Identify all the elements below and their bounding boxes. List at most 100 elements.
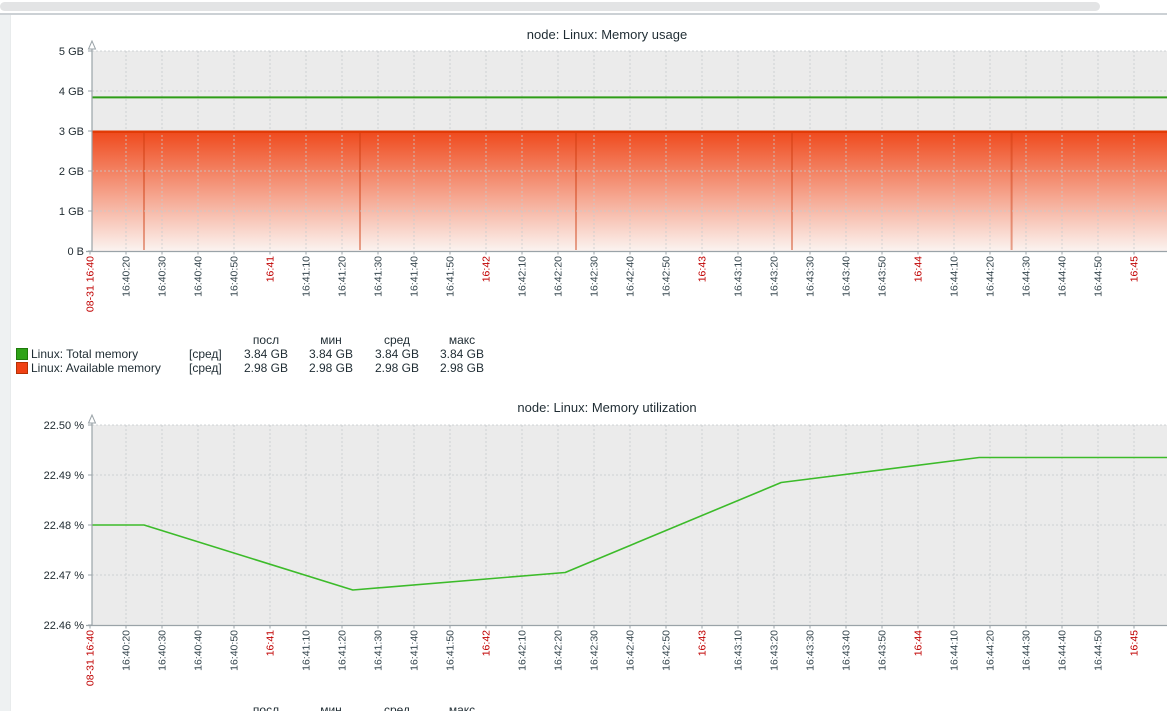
x-tick-label: 16:41:20 xyxy=(337,630,349,671)
series-name: Linux: Available memory xyxy=(31,361,161,375)
series-name: Linux: Total memory xyxy=(31,347,139,361)
x-tick-label: 16:43:50 xyxy=(877,256,889,297)
y-tick-label: 22.49 % xyxy=(44,470,85,482)
x-tick-label: 16:44:40 xyxy=(1057,256,1069,297)
series-min: 3.84 GB xyxy=(308,347,354,361)
x-tick-label: 16:42:40 xyxy=(625,630,637,671)
x-tick-label: 16:40:40 xyxy=(193,630,205,671)
x-tick-label: 16:45 xyxy=(1129,630,1141,656)
x-tick-label: 16:43:10 xyxy=(733,630,745,671)
x-tick-label: 16:41:30 xyxy=(373,630,385,671)
series-max: 3.84 GB xyxy=(439,347,485,361)
x-tick-label: 16:44 xyxy=(913,256,925,282)
x-tick-label: 16:41 xyxy=(265,256,277,282)
x-tick-label: 16:43:30 xyxy=(805,256,817,297)
x-tick-label: 16:43:20 xyxy=(769,256,781,297)
x-tick-label: 16:43:30 xyxy=(805,630,817,671)
legend-header-row: посл мин сред макс xyxy=(0,703,580,711)
x-tick-label: 16:45 xyxy=(1129,256,1141,282)
y-tick-label: 0 B xyxy=(67,246,84,258)
x-tick-label: 16:43 xyxy=(697,630,709,656)
x-tick-label: 16:40:50 xyxy=(229,256,241,297)
x-tick-label: 16:44:40 xyxy=(1057,630,1069,671)
x-tick-label: 16:42:30 xyxy=(589,256,601,297)
y-tick-label: 5 GB xyxy=(59,46,84,58)
x-tick-label: 16:42:50 xyxy=(661,630,673,671)
y-tick-label: 22.48 % xyxy=(44,520,85,532)
x-tick-label: 16:43:50 xyxy=(877,630,889,671)
header-divider xyxy=(0,13,1167,15)
x-tick-label: 08-31 16:40 xyxy=(85,630,97,686)
x-tick-label: 08-31 16:40 xyxy=(85,256,97,312)
x-tick-label: 16:44:20 xyxy=(985,630,997,671)
x-tick-label: 16:44:20 xyxy=(985,256,997,297)
legend-header-max: макс xyxy=(448,333,476,347)
x-tick-label: 16:43:40 xyxy=(841,630,853,671)
x-tick-label: 16:42:10 xyxy=(517,256,529,297)
memory-usage-chart-title: node: Linux: Memory usage xyxy=(526,27,688,42)
x-tick-label: 16:40:30 xyxy=(157,630,169,671)
y-tick-label: 4 GB xyxy=(59,86,84,98)
x-tick-label: 16:40:40 xyxy=(193,256,205,297)
x-tick-label: 16:41:10 xyxy=(301,630,313,671)
x-tick-label: 16:42:20 xyxy=(553,256,565,297)
x-tick-label: 16:44:10 xyxy=(949,256,961,297)
legend-header-min: мин xyxy=(320,333,342,347)
available-memory-swatch-icon xyxy=(16,362,28,374)
memory-utilization-chart-title: node: Linux: Memory utilization xyxy=(517,400,697,415)
x-tick-label: 16:43 xyxy=(697,256,709,282)
horizontal-scrollbar-thumb[interactable] xyxy=(0,2,1100,11)
x-tick-label: 16:40:20 xyxy=(121,630,133,671)
series-last: 2.98 GB xyxy=(243,361,289,375)
x-tick-label: 16:44:50 xyxy=(1093,630,1105,671)
y-tick-label: 1 GB xyxy=(59,206,84,218)
legend-header-avg: сред xyxy=(383,333,411,347)
x-tick-label: 16:43:10 xyxy=(733,256,745,297)
x-tick-label: 16:41:10 xyxy=(301,256,313,297)
y-tick-label: 3 GB xyxy=(59,126,84,138)
x-tick-label: 16:42:20 xyxy=(553,630,565,671)
legend-header-min: мин xyxy=(320,703,342,711)
y-tick-label: 2 GB xyxy=(59,166,84,178)
x-tick-label: 16:42:50 xyxy=(661,256,673,297)
legend-header-avg: сред xyxy=(383,703,411,711)
legend-row-total-memory: Linux: Total memory [сред] 3.84 GB 3.84 … xyxy=(0,347,580,361)
series-min: 2.98 GB xyxy=(308,361,354,375)
x-tick-label: 16:41:50 xyxy=(445,256,457,297)
x-tick-label: 16:44:30 xyxy=(1021,256,1033,297)
x-tick-label: 16:40:50 xyxy=(229,630,241,671)
legend-row-available-memory: Linux: Available memory [сред] 2.98 GB 2… xyxy=(0,361,580,375)
x-tick-label: 16:41:30 xyxy=(373,256,385,297)
y-axis-arrow-icon xyxy=(87,413,97,424)
total-memory-swatch-icon xyxy=(16,348,28,360)
series-max: 2.98 GB xyxy=(439,361,485,375)
y-tick-label: 22.50 % xyxy=(44,420,85,432)
x-tick-label: 16:44:30 xyxy=(1021,630,1033,671)
page-left-gutter xyxy=(0,15,11,711)
x-tick-label: 16:43:20 xyxy=(769,630,781,671)
x-tick-label: 16:42:30 xyxy=(589,630,601,671)
legend-header-last: посл xyxy=(252,703,280,711)
x-tick-label: 16:40:30 xyxy=(157,256,169,297)
y-tick-label: 22.47 % xyxy=(44,570,85,582)
series-func: [сред] xyxy=(189,361,222,375)
x-tick-label: 16:42:40 xyxy=(625,256,637,297)
legend-header-last: посл xyxy=(252,333,280,347)
x-tick-label: 16:42 xyxy=(481,630,493,656)
series-last: 3.84 GB xyxy=(243,347,289,361)
series-avg: 3.84 GB xyxy=(374,347,420,361)
x-tick-label: 16:42:10 xyxy=(517,630,529,671)
legend-header-max: макс xyxy=(448,703,476,711)
x-tick-label: 16:44:10 xyxy=(949,630,961,671)
x-tick-label: 16:41:20 xyxy=(337,256,349,297)
series-avg: 2.98 GB xyxy=(374,361,420,375)
x-tick-label: 16:42 xyxy=(481,256,493,282)
legend-header-row: посл мин сред макс xyxy=(0,333,580,347)
x-tick-label: 16:44 xyxy=(913,630,925,656)
memory-utilization-line xyxy=(92,456,1167,591)
x-tick-label: 16:41:40 xyxy=(409,630,421,671)
series-func: [сред] xyxy=(189,347,222,361)
y-tick-label: 22.46 % xyxy=(44,620,85,632)
